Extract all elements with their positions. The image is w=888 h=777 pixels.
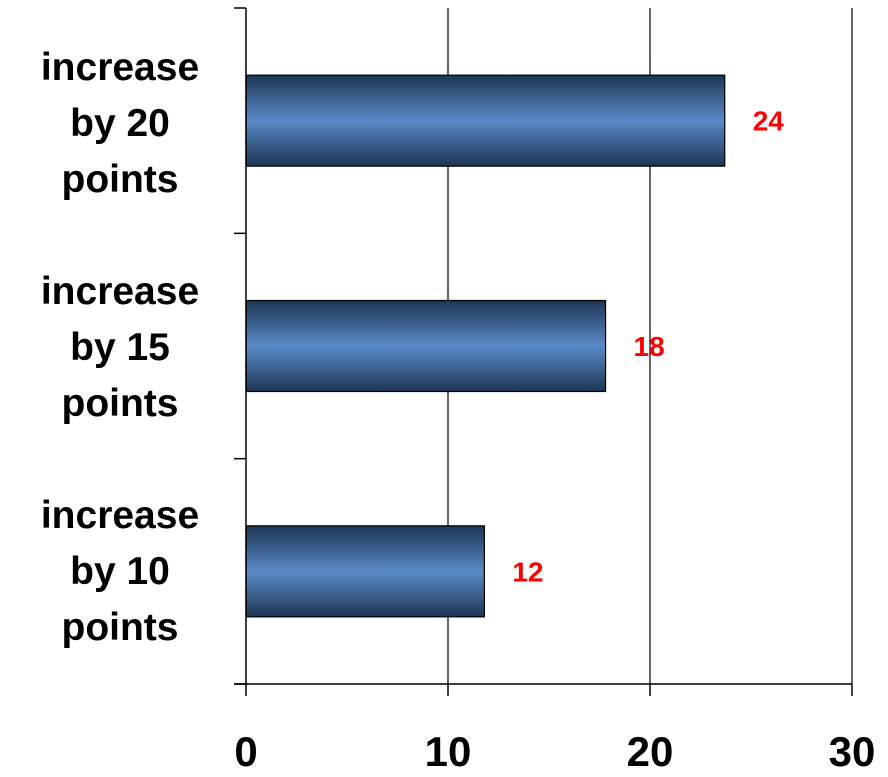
- data-label-1: 24: [753, 106, 785, 137]
- category-label-increase-by-20: increase by 20 points: [40, 46, 200, 201]
- category-label-increase-by-15: increase by 15 points: [40, 270, 200, 425]
- bar-1: [245, 74, 726, 167]
- bar-3: [245, 525, 485, 618]
- category-label-increase-by-10: increase by 10 points: [40, 494, 200, 649]
- bar-2: [245, 299, 607, 393]
- bars: [245, 74, 726, 618]
- x-tick-label-0: 0: [234, 728, 257, 775]
- axes: [234, 7, 853, 696]
- x-tick-label-30: 30: [829, 728, 876, 775]
- data-label-3: 12: [512, 556, 543, 587]
- x-tick-label-10: 10: [425, 728, 472, 775]
- data-label-2: 18: [634, 331, 665, 362]
- x-tick-label-20: 20: [627, 728, 674, 775]
- labels: 24 18 12 0 10 20 30: [234, 106, 875, 775]
